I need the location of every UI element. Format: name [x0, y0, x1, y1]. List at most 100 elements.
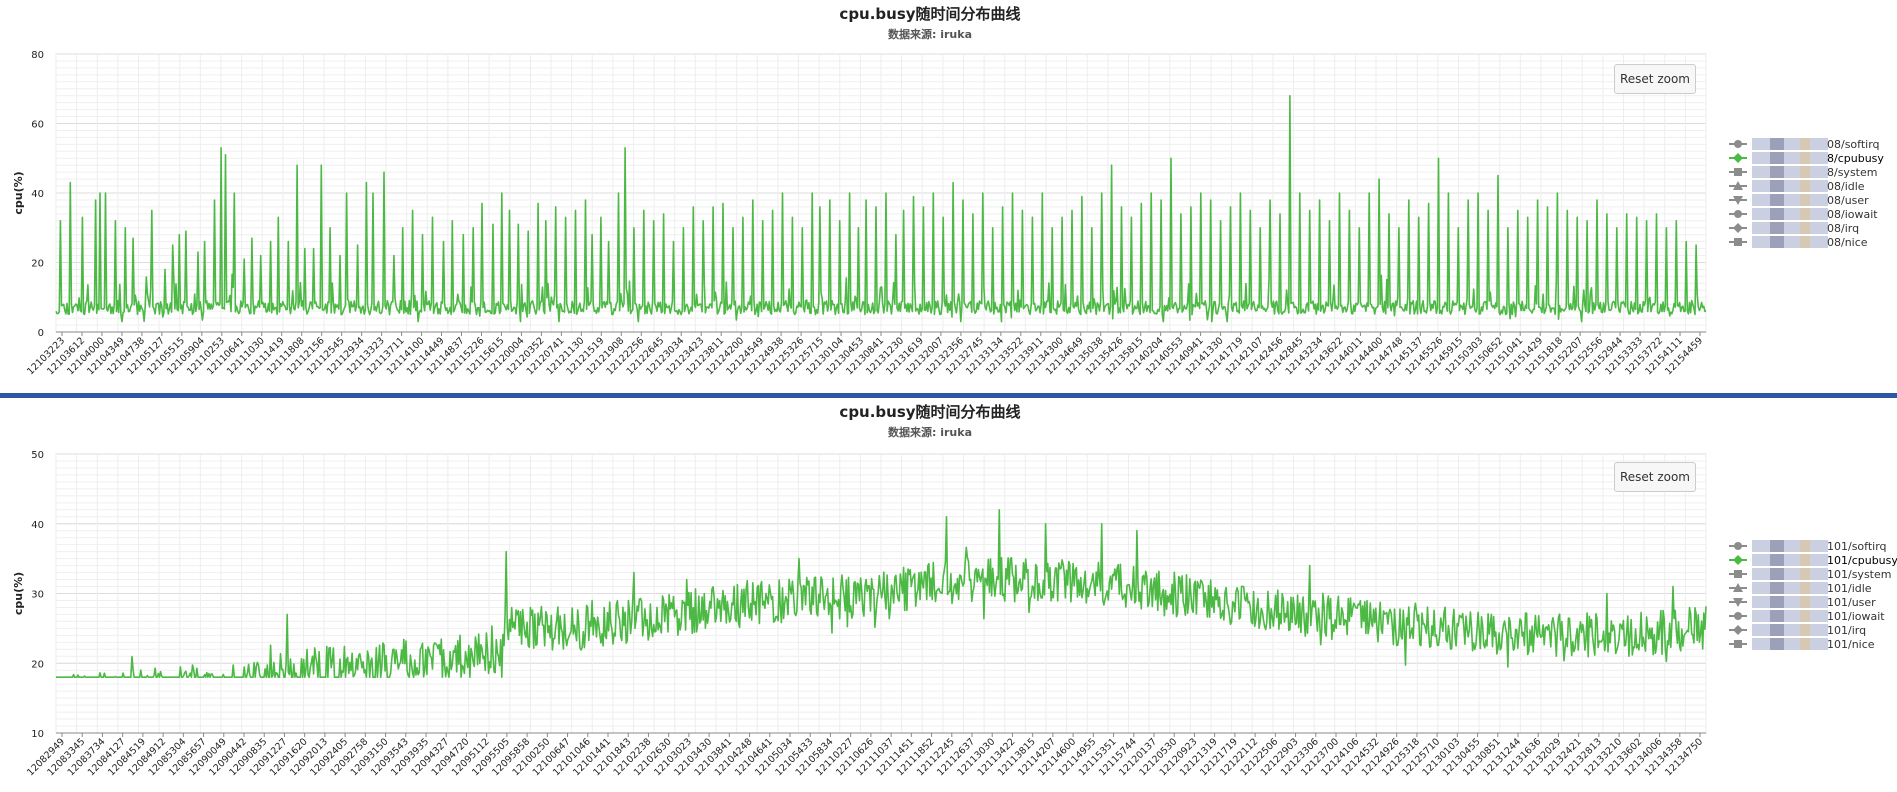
redaction-bar: [1752, 554, 1828, 566]
redaction-bar: [1800, 208, 1810, 220]
legend-label: 101/cpubusy: [1827, 554, 1897, 567]
legend-marker: [1734, 570, 1742, 578]
legend-item-softirq[interactable]: 08/softirq: [1729, 138, 1880, 151]
legend-marker-icon: [1729, 555, 1747, 565]
legend-item-system[interactable]: 8/system: [1729, 166, 1877, 179]
legend-marker-icon: [1729, 181, 1747, 190]
redaction-bar: [1800, 582, 1810, 594]
redaction-bar: [1800, 222, 1810, 234]
legend-marker: [1733, 598, 1743, 607]
redaction-bar: [1770, 624, 1784, 636]
redaction-bar: [1800, 236, 1810, 248]
legend-item-idle[interactable]: 08/idle: [1729, 180, 1865, 193]
legend-label: 101/irq: [1827, 624, 1866, 637]
redacted-host-block: [1752, 568, 1828, 580]
legend-marker-icon: [1729, 223, 1747, 233]
redacted-host-block: [1752, 554, 1828, 566]
y-tick-label: 80: [31, 50, 44, 61]
redaction-bar: [1752, 194, 1828, 206]
legend-marker: [1733, 625, 1743, 635]
redaction-bar: [1752, 610, 1828, 622]
y-axis-label: cpu(%): [12, 572, 25, 615]
redacted-host-block: [1752, 596, 1828, 608]
legend-marker: [1734, 140, 1742, 148]
legend-item-idle[interactable]: 101/idle: [1729, 582, 1872, 595]
redaction-bar: [1800, 554, 1810, 566]
legend-marker-icon: [1729, 625, 1747, 635]
redaction-bar: [1770, 554, 1784, 566]
y-axis-label: cpu(%): [12, 171, 25, 214]
redaction-bar: [1752, 222, 1828, 234]
legend-marker: [1733, 555, 1743, 565]
legend-marker-icon: [1729, 612, 1747, 620]
legend-marker: [1734, 168, 1742, 176]
redacted-host-block: [1752, 540, 1828, 552]
redaction-bar: [1770, 194, 1784, 206]
y-tick-label: 30: [31, 590, 44, 601]
reset-zoom-button[interactable]: Reset zoom: [1614, 462, 1696, 492]
chart-top: cpu.busy随时间分布曲线 数据来源: iruka 0 20 40 60 80 cpu…: [12, 5, 1884, 377]
legend: 08/softirq8/cpubusy8/system08/idle08/use…: [1729, 138, 1884, 249]
legend-item-iowait[interactable]: 101/iowait: [1729, 610, 1885, 623]
legend: 101/softirq101/cpubusy101/system101/idle…: [1729, 540, 1897, 651]
legend-label: 08/irq: [1827, 222, 1859, 235]
redaction-bar: [1770, 638, 1784, 650]
legend-marker-icon: [1729, 140, 1747, 148]
redaction-bar: [1752, 236, 1828, 248]
legend-label: 101/iowait: [1827, 610, 1885, 623]
redaction-bar: [1752, 152, 1828, 164]
redaction-bar: [1770, 610, 1784, 622]
redacted-host-block: [1752, 582, 1828, 594]
legend-item-cpubusy[interactable]: 8/cpubusy: [1729, 152, 1884, 165]
chart-subtitle: 数据来源: iruka: [888, 425, 972, 439]
legend-item-nice[interactable]: 101/nice: [1729, 638, 1875, 651]
redacted-host-block: [1752, 222, 1828, 234]
redaction-bar: [1800, 596, 1810, 608]
legend-label: 08/nice: [1827, 236, 1868, 249]
redaction-bar: [1770, 236, 1784, 248]
legend-label: 08/iowait: [1827, 208, 1878, 221]
legend-label: 08/softirq: [1827, 138, 1880, 151]
reset-zoom-button[interactable]: Reset zoom: [1614, 64, 1696, 94]
redaction-bar: [1770, 180, 1784, 192]
redaction-bar: [1752, 540, 1828, 552]
redacted-host-block: [1752, 236, 1828, 248]
legend-marker-icon: [1729, 640, 1747, 648]
redaction-bar: [1800, 638, 1810, 650]
y-tick-label: 40: [31, 520, 44, 531]
legend-marker-icon: [1729, 583, 1747, 592]
redaction-bar: [1752, 568, 1828, 580]
legend-item-user[interactable]: 101/user: [1729, 596, 1876, 609]
redaction-bar: [1752, 624, 1828, 636]
redaction-bar: [1770, 540, 1784, 552]
chart-title: cpu.busy随时间分布曲线: [839, 403, 1020, 421]
legend-item-nice[interactable]: 08/nice: [1729, 236, 1868, 249]
series-line-cpubusy[interactable]: [56, 509, 1707, 678]
chart-panel-top: cpu.busy随时间分布曲线 数据来源: iruka 0 20 40 60 80 cpu…: [0, 0, 1897, 393]
series-line-cpubusy[interactable]: [55, 94, 1707, 323]
legend-item-system[interactable]: 101/system: [1729, 568, 1891, 581]
legend-label: 101/softirq: [1827, 540, 1887, 553]
redaction-bar: [1800, 152, 1810, 164]
redaction-bar: [1800, 166, 1810, 178]
legend-item-cpubusy[interactable]: 101/cpubusy: [1729, 554, 1897, 567]
legend-label: 101/idle: [1827, 582, 1872, 595]
legend-item-iowait[interactable]: 08/iowait: [1729, 208, 1878, 221]
legend-marker: [1734, 612, 1742, 620]
legend-item-user[interactable]: 08/user: [1729, 194, 1869, 207]
legend-label: 101/nice: [1827, 638, 1875, 651]
legend-label: 101/system: [1827, 568, 1891, 581]
legend-item-irq[interactable]: 101/irq: [1729, 624, 1866, 637]
redacted-host-block: [1752, 180, 1828, 192]
redaction-bar: [1800, 138, 1810, 150]
chart-panel-bottom: cpu.busy随时间分布曲线 数据来源: iruka 10 20 30 40 50 cp…: [0, 398, 1897, 792]
redacted-host-block: [1752, 194, 1828, 206]
legend-marker: [1733, 153, 1743, 163]
redaction-bar: [1752, 208, 1828, 220]
chart-title: cpu.busy随时间分布曲线: [839, 5, 1020, 23]
redaction-bar: [1800, 180, 1810, 192]
legend-item-softirq[interactable]: 101/softirq: [1729, 540, 1887, 553]
legend-item-irq[interactable]: 08/irq: [1729, 222, 1859, 235]
legend-marker: [1733, 196, 1743, 205]
legend-marker-icon: [1729, 238, 1747, 246]
